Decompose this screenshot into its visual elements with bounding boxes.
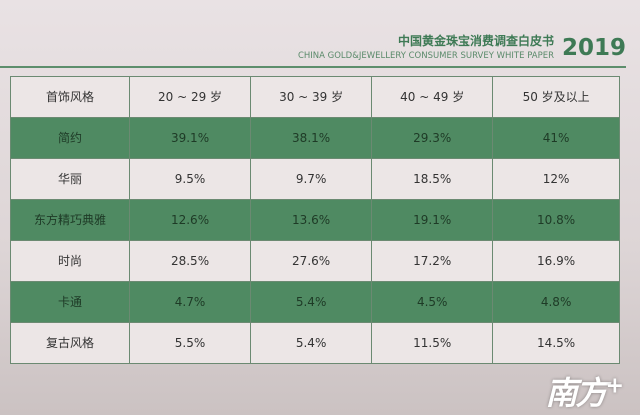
table-cell: 19.1% xyxy=(371,199,494,241)
table-row: 卡通 4.7% 5.4% 4.5% 4.8% xyxy=(10,281,620,323)
row-label: 时尚 xyxy=(10,240,130,282)
table-cell: 12.6% xyxy=(128,199,252,241)
table-row: 华丽 9.5% 9.7% 18.5% 12% xyxy=(10,158,620,200)
table-cell: 29.3% xyxy=(371,117,494,159)
survey-table: 首饰风格 20 ~ 29 岁 30 ~ 39 岁 40 ~ 49 岁 50 岁及以上 简约… xyxy=(10,76,620,364)
table-cell: 5.5% xyxy=(128,322,252,364)
row-label: 东方精巧典雅 xyxy=(10,199,130,241)
table-cell: 18.5% xyxy=(371,158,494,200)
watermark-logo: 南方+ xyxy=(545,373,625,412)
table-row: 时尚 28.5% 27.6% 17.2% 16.9% xyxy=(10,240,620,282)
table-cell: 4.8% xyxy=(492,281,620,323)
table-header-row: 首饰风格 20 ~ 29 岁 30 ~ 39 岁 40 ~ 49 岁 50 岁及以上 xyxy=(10,76,620,118)
table-cell: 10.8% xyxy=(492,199,620,241)
table-cell: 13.6% xyxy=(250,199,373,241)
header-rule xyxy=(0,66,626,68)
table-cell: 40 ~ 49 岁 xyxy=(371,76,494,118)
table-row: 简约 39.1% 38.1% 29.3% 41% xyxy=(10,117,620,159)
table-cell: 12% xyxy=(492,158,620,200)
table-cell: 38.1% xyxy=(250,117,373,159)
table-cell: 27.6% xyxy=(250,240,373,282)
table-cell: 14.5% xyxy=(492,322,620,364)
table-cell: 50 岁及以上 xyxy=(492,76,620,118)
table-row: 复古风格 5.5% 5.4% 11.5% 14.5% xyxy=(10,322,620,364)
table-cell: 9.7% xyxy=(250,158,373,200)
row-label: 卡通 xyxy=(10,281,130,323)
table-cell: 39.1% xyxy=(128,117,252,159)
table-cell: 5.4% xyxy=(250,322,373,364)
year: 2019 xyxy=(561,35,626,61)
table-cell: 4.7% xyxy=(128,281,252,323)
document-header: 中国黄金珠宝消费调查白皮书 CHINA GOLD&JEWELLERY CONSU… xyxy=(106,34,626,64)
row-label: 华丽 xyxy=(10,158,130,200)
table-row: 东方精巧典雅 12.6% 13.6% 19.1% 10.8% xyxy=(10,199,620,241)
row-label: 简约 xyxy=(10,117,130,159)
table-cell: 41% xyxy=(492,117,620,159)
table-cell: 30 ~ 39 岁 xyxy=(250,76,373,118)
table-cell: 16.9% xyxy=(492,240,620,282)
table-cell: 28.5% xyxy=(128,240,252,282)
table-cell: 5.4% xyxy=(250,281,373,323)
row-label: 首饰风格 xyxy=(10,76,130,118)
table-cell: 20 ~ 29 岁 xyxy=(128,76,252,118)
title-english: CHINA GOLD&JEWELLERY CONSUMER SURVEY WHI… xyxy=(297,51,554,61)
table-cell: 11.5% xyxy=(371,322,494,364)
table-cell: 9.5% xyxy=(128,158,252,200)
row-label: 复古风格 xyxy=(10,322,130,364)
title-chinese: 中国黄金珠宝消费调查白皮书 xyxy=(397,34,554,48)
table-cell: 4.5% xyxy=(371,281,494,323)
table-cell: 17.2% xyxy=(371,240,494,282)
